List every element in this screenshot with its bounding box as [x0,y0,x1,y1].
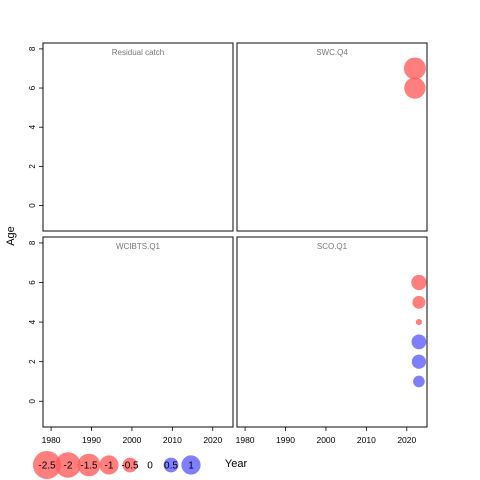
legend-label: 1 [188,461,194,472]
x-tick-label: 2020 [397,435,416,445]
legend-bubble [163,457,179,473]
legend-entry: -1.5 [77,453,101,477]
panel-title: WCIBTS.Q1 [116,242,161,251]
bubble-point [415,319,422,326]
y-tick-label: 4 [28,124,37,129]
legend-label: -1.5 [80,461,98,472]
y-tick-label: 8 [28,240,37,245]
legend-entry: -2 [55,452,81,478]
legend-entry: -2.5 [32,450,62,480]
y-tick-label: 0 [28,398,37,403]
legend-bubble [55,452,81,478]
legend-entry: 0.5 [163,457,179,473]
legend-bubble [99,455,119,475]
panel-wcibts-q1: WCIBTS.Q1 [42,236,234,428]
y-tick-label: 8 [28,46,37,51]
x-tick-label: 1980 [42,435,61,445]
legend-bubble [32,450,62,480]
bubble-point [411,274,427,291]
legend-bubble [77,453,101,477]
bubble-point [413,375,425,388]
panel-frame [236,42,428,232]
panel-frame [42,236,234,428]
y-tick-label: 6 [28,85,37,90]
panel-frame [236,236,428,428]
legend-entry: 0 [147,461,153,472]
legend-label: 0 [147,461,153,472]
x-tick-label: 2010 [163,435,182,445]
x-tick-label: 2000 [316,435,335,445]
panel-title: SCO.Q1 [317,242,348,251]
panels-layer: Residual catch SWC.Q4 WCIBTS.Q1 SCO.Q1 [42,42,428,428]
axes-layer: 0 2 4 6 8 0 2 4 6 8 1980 1990 2000 2010 2020 1980 1990 20… [28,46,417,445]
y-tick-label: 2 [28,359,37,364]
legend-label: -2.5 [38,461,56,472]
legend-label: -2 [64,461,73,472]
y-tick-label: 2 [28,164,37,169]
legend-bubble [122,457,138,473]
legend-bubble [181,455,201,475]
bubble-point [411,334,427,350]
panel-frame [42,42,234,232]
legend-label: -0.5 [121,461,139,472]
legend-layer: -2.5 -2 -1.5 -1 -0.5 0 0.5 1 [32,450,201,480]
x-tick-label: 1990 [82,435,101,445]
x-tick-label: 1990 [276,435,295,445]
x-tick-label: 2010 [357,435,376,445]
y-tick-label: 6 [28,280,37,285]
bubble-point [411,354,427,369]
legend-entry: -0.5 [121,457,139,473]
x-tick-label: 1980 [236,435,255,445]
y-tick-label: 4 [28,319,37,324]
x-tick-label: 2000 [122,435,141,445]
y-tick-label: 0 [28,203,37,208]
panel-swc-q4: SWC.Q4 [236,42,428,232]
legend-entry: -1 [99,455,119,475]
bubble-point [404,77,426,99]
legend-label: -1 [105,461,114,472]
legend-label: 0.5 [164,461,178,472]
bubble-point [412,295,426,309]
panel-sco-q1: SCO.Q1 [236,236,428,428]
x-axis-label: Year [225,458,248,470]
panel-title: Residual catch [112,48,164,57]
legend-entry: 1 [181,455,201,475]
x-tick-label: 2020 [203,435,222,445]
bubble-point [403,57,426,80]
y-axis-label: Age [5,226,17,246]
panel-title: SWC.Q4 [316,48,348,57]
panel-residual-catch: Residual catch [42,42,234,232]
